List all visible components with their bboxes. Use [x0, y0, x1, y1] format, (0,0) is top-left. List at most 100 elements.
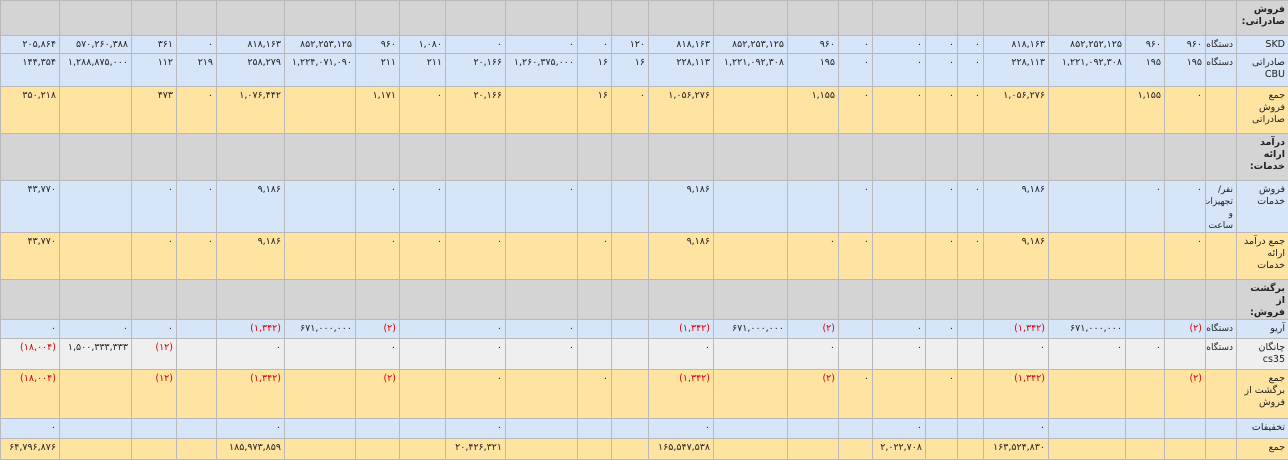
value-cell: ۰ [649, 339, 714, 370]
row-unit: دستگاه [1206, 54, 1237, 87]
value-cell: ۸۱۸,۱۶۳ [217, 36, 285, 54]
value-cell [578, 280, 612, 320]
value-cell [1, 280, 60, 320]
value-cell: ۰ [873, 54, 926, 87]
value-cell: ۱,۲۸۸,۸۷۵,۰۰۰ [60, 54, 132, 87]
value-cell: ۵۷۰,۲۶۰,۳۸۸ [60, 36, 132, 54]
value-cell [714, 233, 788, 280]
value-cell: ۸۵۲,۲۵۳,۱۲۵ [714, 36, 788, 54]
value-cell: (۲) [1165, 320, 1206, 339]
value-cell [873, 134, 926, 181]
value-cell [1126, 320, 1165, 339]
value-cell [400, 339, 446, 370]
value-cell [60, 233, 132, 280]
value-cell: ۱,۰۵۶,۲۷۶ [649, 87, 714, 134]
value-cell: ۰ [217, 419, 285, 439]
value-cell [788, 134, 839, 181]
value-cell: (۲) [788, 320, 839, 339]
value-cell [1165, 439, 1206, 460]
value-cell [714, 370, 788, 419]
value-cell: ۱,۱۷۱ [356, 87, 400, 134]
value-cell: ۰ [926, 181, 958, 233]
value-cell [1126, 280, 1165, 320]
value-cell [1049, 419, 1126, 439]
value-cell [356, 134, 400, 181]
value-cell [714, 419, 788, 439]
value-cell: ۱,۲۲۴,۰۷۱,۰۹۰ [285, 54, 356, 87]
value-cell: (۲) [1165, 370, 1206, 419]
value-cell [60, 280, 132, 320]
value-cell: ۰ [1049, 339, 1126, 370]
value-cell [60, 181, 132, 233]
value-cell: ۹۶۰ [1126, 36, 1165, 54]
value-cell: ۰ [132, 181, 177, 233]
value-cell [1126, 419, 1165, 439]
row-label: چانگان cs35 [1237, 339, 1288, 370]
value-cell [177, 439, 217, 460]
value-cell [1126, 233, 1165, 280]
value-cell: ۲,۰۲۲,۷۰۸ [873, 439, 926, 460]
row-label: جمع فروش صادراتی [1237, 87, 1288, 134]
value-cell: ۰ [177, 233, 217, 280]
value-cell [839, 339, 873, 370]
value-cell: ۲۵۸,۲۷۹ [217, 54, 285, 87]
value-cell [60, 439, 132, 460]
value-cell [1049, 233, 1126, 280]
value-cell [1049, 370, 1126, 419]
value-cell [649, 280, 714, 320]
value-cell [60, 134, 132, 181]
value-cell: ۱۸۵,۹۷۳,۸۵۹ [217, 439, 285, 460]
value-cell [714, 87, 788, 134]
value-cell: ۰ [400, 87, 446, 134]
value-cell [446, 181, 506, 233]
value-cell [1049, 439, 1126, 460]
value-cell: ۰ [958, 181, 984, 233]
value-cell: ۰ [506, 339, 578, 370]
value-cell: ۱,۱۵۵ [788, 87, 839, 134]
value-cell: ۰ [400, 181, 446, 233]
value-cell [1049, 87, 1126, 134]
value-cell [873, 181, 926, 233]
value-cell: ۰ [217, 339, 285, 370]
value-cell: ۶۷۱,۰۰۰,۰۰۰ [285, 320, 356, 339]
value-cell [612, 134, 649, 181]
value-cell: ۰ [1165, 181, 1206, 233]
value-cell: ۰ [926, 370, 958, 419]
value-cell [400, 1, 446, 36]
value-cell: ۱,۲۶۰,۳۷۵,۰۰۰ [506, 54, 578, 87]
value-cell [984, 134, 1049, 181]
value-cell: ۰ [1, 320, 60, 339]
value-cell [1, 1, 60, 36]
row-unit [1206, 233, 1237, 280]
value-cell: ۱۶ [578, 87, 612, 134]
value-cell [714, 181, 788, 233]
value-cell [1165, 1, 1206, 36]
value-cell [177, 370, 217, 419]
value-cell: ۰ [958, 87, 984, 134]
value-cell [1165, 419, 1206, 439]
value-cell: ۱۹۵ [1126, 54, 1165, 87]
value-cell: ۰ [926, 54, 958, 87]
value-cell: ۰ [873, 419, 926, 439]
value-cell [958, 370, 984, 419]
value-cell [926, 1, 958, 36]
value-cell [285, 181, 356, 233]
value-cell: ۰ [177, 36, 217, 54]
row-unit [1206, 439, 1237, 460]
value-cell [506, 280, 578, 320]
value-cell [446, 134, 506, 181]
value-cell [958, 320, 984, 339]
value-cell: ۰ [446, 320, 506, 339]
value-cell: ۴۳,۷۷۰ [1, 181, 60, 233]
value-cell [1165, 134, 1206, 181]
value-cell [714, 134, 788, 181]
value-cell [873, 370, 926, 419]
value-cell [132, 439, 177, 460]
value-cell: ۲۲۸,۱۱۳ [649, 54, 714, 87]
value-cell: ۰ [839, 233, 873, 280]
value-cell: ۶۷۱,۰۰۰,۰۰۰ [1049, 320, 1126, 339]
